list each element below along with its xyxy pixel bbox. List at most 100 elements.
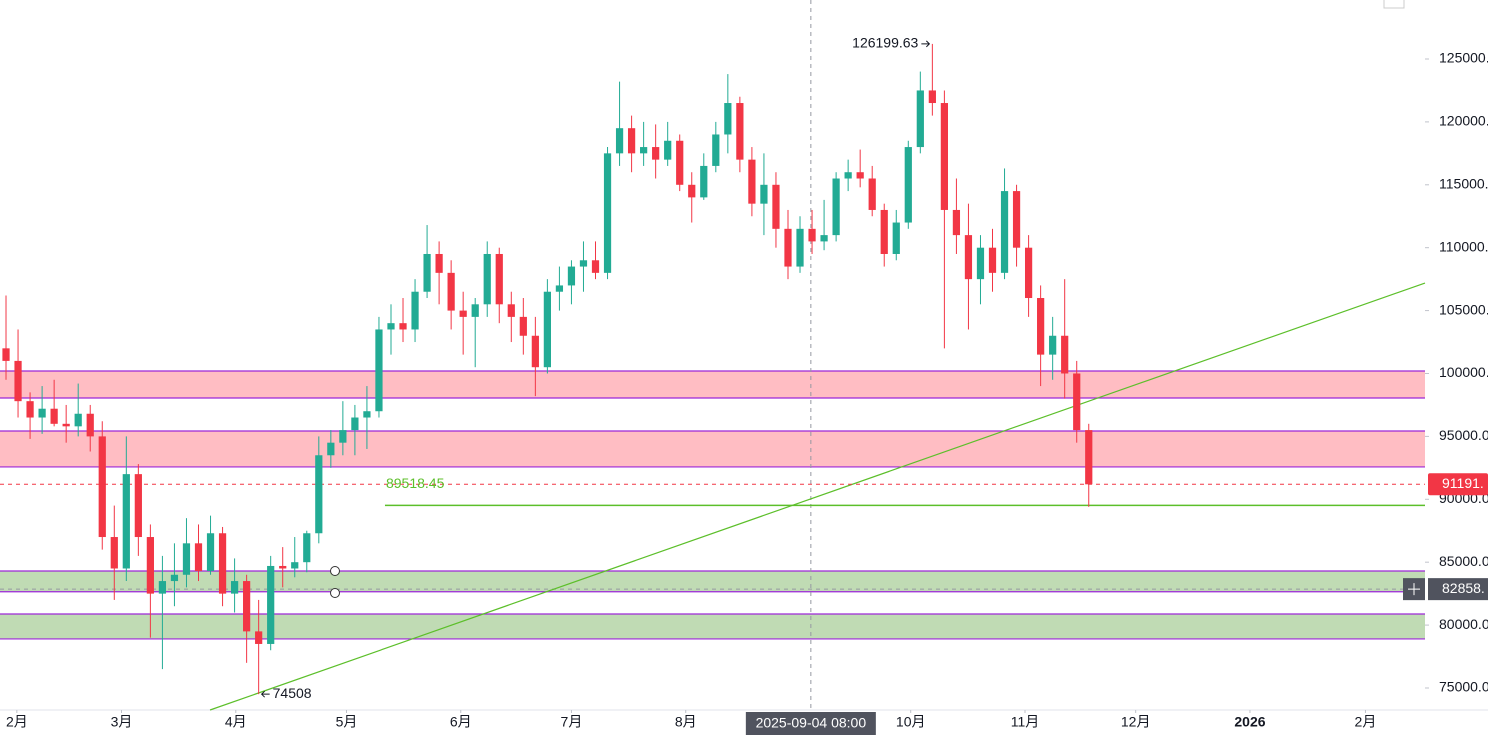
candle-body bbox=[1024, 247, 1033, 299]
candle-body bbox=[146, 537, 154, 594]
x-tick-label: 5月 bbox=[336, 714, 358, 730]
candle-body bbox=[640, 147, 648, 154]
crosshair-date-tag bbox=[745, 712, 876, 735]
candle-body bbox=[38, 408, 46, 418]
candle-body bbox=[158, 581, 167, 594]
candle-body bbox=[1061, 335, 1069, 374]
candle-body bbox=[399, 323, 407, 330]
low-arrow bbox=[260, 690, 270, 698]
candle-body bbox=[928, 90, 936, 104]
candle-body bbox=[988, 247, 997, 273]
candle-body bbox=[652, 147, 660, 160]
candle-body bbox=[976, 247, 985, 280]
x-tick-label: 2026 bbox=[1234, 714, 1265, 730]
zone bbox=[0, 614, 1425, 639]
candle-body bbox=[736, 103, 744, 160]
y-tick-label: 95000.00 bbox=[1439, 427, 1488, 443]
candle-body bbox=[387, 323, 395, 330]
x-tick-label: 2月 bbox=[6, 714, 28, 730]
candle-body bbox=[772, 184, 780, 229]
candle-body bbox=[435, 253, 443, 273]
candle-body bbox=[471, 304, 479, 317]
drawing-handle[interactable] bbox=[330, 588, 340, 598]
candle-body bbox=[904, 147, 912, 223]
candle-body bbox=[447, 272, 455, 311]
candle-body bbox=[363, 411, 371, 418]
candle-body bbox=[507, 304, 515, 317]
candle-body bbox=[808, 228, 816, 242]
candle-body bbox=[832, 178, 840, 236]
y-tick-label: 75000.00 bbox=[1439, 679, 1488, 695]
candle-body bbox=[940, 103, 948, 210]
y-tick-label: 110000.00 bbox=[1439, 238, 1488, 254]
candle-body bbox=[230, 581, 239, 594]
candle-body bbox=[267, 565, 275, 644]
x-tick-label: 12月 bbox=[1121, 714, 1151, 730]
candle-body bbox=[14, 360, 22, 402]
candle-body bbox=[98, 436, 106, 538]
candle-body bbox=[856, 172, 864, 179]
candle-body bbox=[339, 430, 347, 443]
zone bbox=[0, 370, 1425, 399]
x-tick-label: 6月 bbox=[450, 714, 472, 730]
candle-body bbox=[351, 417, 359, 431]
candle-body bbox=[868, 178, 876, 210]
candle-body bbox=[543, 291, 551, 368]
candle-body bbox=[579, 260, 588, 267]
candle-body bbox=[279, 565, 287, 569]
candle-body bbox=[820, 235, 828, 242]
candle-body bbox=[519, 316, 527, 336]
y-tick-label: 115000.00 bbox=[1439, 175, 1488, 191]
high-label: 126199.63 bbox=[852, 35, 918, 51]
x-tick-label: 3月 bbox=[111, 714, 133, 730]
last-price-label: 91191. bbox=[1442, 475, 1484, 491]
y-tick-label: 85000.00 bbox=[1439, 553, 1488, 569]
trend-line bbox=[209, 282, 1426, 711]
x-tick-label: 11月 bbox=[1011, 714, 1040, 730]
crosshair-price-tag bbox=[1428, 578, 1488, 601]
candle-body bbox=[291, 562, 299, 569]
candle-body bbox=[615, 128, 624, 154]
candle-body bbox=[892, 222, 900, 254]
candle-body bbox=[375, 329, 383, 412]
y-tick-label: 80000.00 bbox=[1439, 616, 1488, 632]
candle-body bbox=[110, 537, 118, 569]
candle-body bbox=[712, 134, 720, 166]
drawing-handle[interactable] bbox=[330, 566, 340, 576]
candle-body bbox=[1000, 191, 1009, 273]
candle-body bbox=[916, 90, 924, 148]
crosshair-add-icon[interactable] bbox=[1408, 583, 1420, 596]
candle-body bbox=[880, 209, 888, 254]
candle-body bbox=[724, 103, 732, 135]
candle-body bbox=[688, 184, 696, 198]
candle-body bbox=[495, 253, 503, 305]
toolbar-button[interactable] bbox=[1383, 0, 1405, 9]
candle-body bbox=[591, 260, 600, 273]
candle-body bbox=[243, 581, 251, 632]
candle-body bbox=[531, 335, 539, 368]
candle-body bbox=[206, 533, 215, 571]
y-tick-label: 125000.00 bbox=[1439, 50, 1488, 66]
candle-body bbox=[676, 140, 684, 185]
candle-body bbox=[218, 533, 227, 594]
candle-body bbox=[122, 474, 130, 569]
candle-body bbox=[459, 310, 467, 317]
candle-body bbox=[627, 128, 636, 154]
candle-body bbox=[182, 543, 191, 575]
candle-body bbox=[700, 165, 708, 198]
candle-body bbox=[74, 413, 82, 427]
candle-body bbox=[327, 442, 335, 456]
candle-body bbox=[194, 543, 203, 571]
candle-body bbox=[964, 235, 973, 280]
candle-body bbox=[50, 408, 58, 424]
candle-body bbox=[411, 291, 419, 330]
candle-body bbox=[567, 266, 576, 286]
candle-body bbox=[603, 153, 612, 273]
x-tick-label: 4月 bbox=[225, 714, 247, 730]
candle-body bbox=[664, 140, 672, 160]
candle-body bbox=[134, 474, 142, 538]
low-label: 74508 bbox=[273, 685, 312, 701]
candle-body bbox=[1012, 191, 1021, 248]
